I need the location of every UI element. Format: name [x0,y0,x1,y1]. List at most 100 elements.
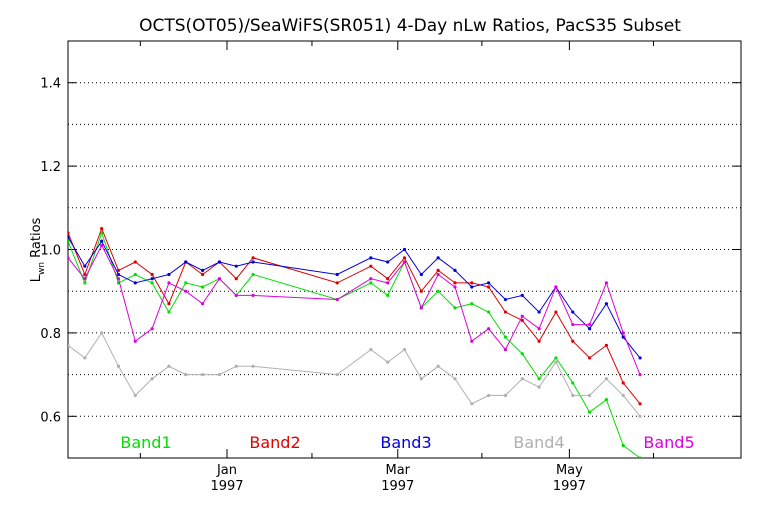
data-point [386,260,390,264]
data-point [503,297,508,302]
data-point [503,347,508,352]
data-point [537,339,541,343]
data-point [369,281,373,285]
data-point [571,393,575,398]
data-point [184,260,188,264]
data-point [386,360,390,364]
data-point [554,285,558,289]
y-axis-label: Lwn Ratios [29,217,47,282]
data-point [621,443,625,448]
data-point [83,272,87,277]
legend-label-band3: Band3 [380,433,431,452]
data-point [133,281,137,285]
data-point [167,281,171,285]
data-point [150,327,154,331]
data-point [335,297,339,302]
x-tick-label-month: May [556,463,583,478]
data-point [638,373,642,377]
x-tick-label-year: 1997 [210,479,243,494]
y-tick-label: 0.6 [40,410,61,425]
data-point [201,285,205,289]
data-point [234,264,238,268]
data-point [638,356,642,360]
data-point [217,277,222,281]
data-point [587,410,592,414]
data-point [83,277,87,281]
data-point [251,272,255,277]
data-point [234,277,238,281]
series-band3 [68,235,642,360]
data-point [116,272,121,277]
data-point [217,373,222,377]
data-point [604,398,609,402]
data-point [201,302,205,306]
series-band5 [68,243,642,377]
data-point [133,393,137,398]
data-point [621,381,625,385]
data-point [83,356,87,360]
data-point [436,272,440,277]
x-tick-label-month: Jan [216,463,237,478]
data-point [150,377,154,381]
data-point [402,247,407,252]
data-point [604,343,609,348]
data-point [453,377,457,381]
data-point [419,272,423,277]
data-point [234,293,238,297]
data-point [571,322,575,327]
data-point [520,318,524,322]
data-point [520,293,524,297]
data-point [554,360,558,364]
data-point [587,322,592,327]
data-point [537,310,541,314]
data-point [68,343,70,348]
series-line [68,227,641,405]
data-point [487,393,491,398]
data-point [201,272,205,277]
data-point [470,285,474,289]
data-point [402,347,407,352]
legend: Band1 Band2 Band3 Band4 Band5 [120,433,694,452]
data-point [68,239,70,243]
data-point [150,277,154,281]
data-point [587,393,592,398]
series-band1 [68,231,642,458]
x-tick-label-month: Mar [386,463,411,478]
data-point [402,256,407,260]
data-point [604,302,609,306]
data-point [537,377,541,381]
data-series [68,227,642,458]
x-tick-label-year: 1997 [381,479,414,494]
data-point [335,281,339,285]
data-point [402,260,407,264]
data-point [487,281,491,285]
data-point [100,331,104,335]
data-point [167,310,171,314]
data-point [251,293,255,297]
data-point [386,293,390,297]
data-point [116,268,121,272]
data-point [167,364,171,368]
data-point [436,256,440,260]
series-line [68,331,641,417]
y-axis-label-subscript: wn [37,262,47,275]
data-point [638,414,642,418]
data-point [369,264,373,268]
data-point [133,272,137,277]
data-point [487,327,491,331]
y-tick-label: 1.2 [40,160,61,175]
data-point [503,335,508,339]
data-point [638,456,642,458]
data-point [537,385,541,389]
data-point [571,381,575,385]
legend-label-band5: Band5 [643,433,694,452]
grid-lines [68,82,741,417]
data-point [68,256,70,260]
data-point [251,364,255,368]
legend-label-band2: Band2 [249,433,300,452]
data-point [453,306,457,310]
data-point [470,402,474,406]
data-point [133,339,137,343]
data-point [83,264,87,268]
